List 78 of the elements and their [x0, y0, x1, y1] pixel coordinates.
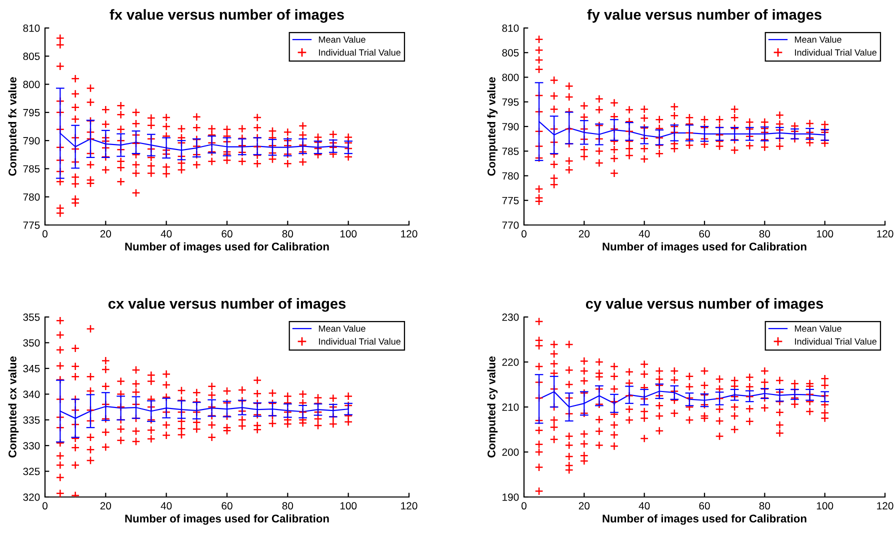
- x-tick-label: 120: [401, 230, 418, 238]
- legend-label: Individual Trial Value: [795, 338, 876, 345]
- chart-title: fx value versus number of images: [110, 9, 344, 23]
- y-tick-label: 230: [502, 314, 519, 321]
- x-tick-label: 40: [638, 230, 650, 238]
- legend-label: Mean Value: [794, 36, 842, 43]
- legend-label: Individual Trial Value: [795, 49, 876, 56]
- legend-label: Individual Trial Value: [319, 338, 400, 345]
- y-tick-label: 220: [502, 358, 519, 366]
- y-tick-label: 790: [23, 137, 40, 144]
- y-tick-label: 340: [23, 390, 40, 398]
- legend-label: Mean Value: [318, 325, 366, 332]
- x-tick-label: 20: [100, 502, 112, 510]
- x-tick-label: 60: [699, 230, 710, 238]
- y-tick-label: 795: [23, 108, 40, 116]
- y-tick-label: 805: [23, 52, 40, 60]
- y-tick-label: 810: [23, 24, 40, 32]
- x-tick-label: 120: [877, 502, 894, 510]
- x-tick-label: 80: [759, 502, 770, 510]
- x-axis-title: Number of images used for Calibration: [125, 242, 329, 253]
- x-tick-label: 60: [222, 502, 232, 510]
- y-tick-label: 780: [502, 172, 519, 180]
- x-tick-label: 100: [340, 230, 357, 238]
- x-tick-label: 120: [401, 502, 418, 510]
- y-tick-label: 810: [502, 24, 519, 32]
- y-tick-label: 775: [23, 222, 40, 229]
- x-tick-label: 100: [340, 502, 357, 510]
- y-axis-title: Computed fx value: [8, 77, 19, 176]
- x-tick-label: 80: [759, 230, 770, 238]
- y-tick-label: 325: [23, 468, 40, 476]
- x-axis-title: Number of images used for Calibration: [602, 514, 806, 525]
- x-tick-label: 0: [522, 502, 526, 510]
- x-tick-label: 100: [816, 230, 834, 238]
- chart-title: cy value versus number of images: [586, 298, 824, 312]
- x-axis-title: Number of images used for Calibration: [125, 514, 329, 525]
- y-tick-label: 330: [23, 442, 40, 450]
- legend-label: Mean Value: [794, 325, 842, 332]
- y-tick-label: 795: [502, 98, 519, 106]
- x-tick-label: 20: [578, 502, 590, 510]
- x-tick-label: 0: [42, 502, 48, 510]
- y-tick-label: 785: [502, 148, 519, 155]
- x-tick-label: 100: [816, 502, 834, 510]
- y-tick-label: 805: [502, 49, 519, 56]
- y-tick-label: 350: [23, 339, 40, 347]
- x-tick-label: 0: [42, 230, 48, 238]
- x-tick-label: 60: [222, 230, 232, 238]
- x-tick-label: 60: [699, 502, 710, 510]
- x-tick-label: 20: [578, 230, 590, 238]
- y-tick-label: 190: [502, 494, 519, 501]
- legend-label: Mean Value: [318, 36, 366, 43]
- x-tick-label: 120: [877, 230, 894, 238]
- x-tick-label: 40: [638, 502, 650, 510]
- chart-title: cx value versus number of images: [108, 298, 346, 312]
- y-tick-label: 790: [502, 123, 519, 130]
- y-tick-label: 785: [23, 165, 40, 173]
- x-tick-label: 20: [100, 230, 112, 238]
- y-tick-label: 335: [23, 416, 40, 424]
- y-tick-label: 345: [23, 364, 40, 372]
- x-axis-title: Number of images used for Calibration: [602, 242, 806, 253]
- y-axis-title: Computed cx value: [8, 356, 19, 458]
- y-tick-label: 210: [502, 404, 519, 411]
- y-tick-label: 800: [502, 74, 519, 82]
- legend-label: Individual Trial Value: [319, 49, 400, 56]
- chart-title: fy value versus number of images: [587, 9, 822, 23]
- y-tick-label: 775: [502, 196, 519, 204]
- x-tick-label: 40: [160, 230, 172, 238]
- y-tick-label: 320: [23, 494, 40, 501]
- x-tick-label: 40: [160, 502, 172, 510]
- x-tick-label: 0: [522, 230, 526, 238]
- y-tick-label: 355: [23, 314, 40, 321]
- y-tick-label: 780: [23, 193, 40, 201]
- y-axis-title: Computed fy value: [487, 77, 498, 176]
- x-tick-label: 80: [282, 502, 294, 510]
- x-tick-label: 80: [282, 230, 294, 238]
- y-axis-title: Computed cy value: [487, 356, 498, 458]
- y-tick-label: 200: [502, 448, 519, 456]
- y-tick-label: 800: [23, 80, 40, 88]
- y-tick-label: 770: [502, 222, 519, 229]
